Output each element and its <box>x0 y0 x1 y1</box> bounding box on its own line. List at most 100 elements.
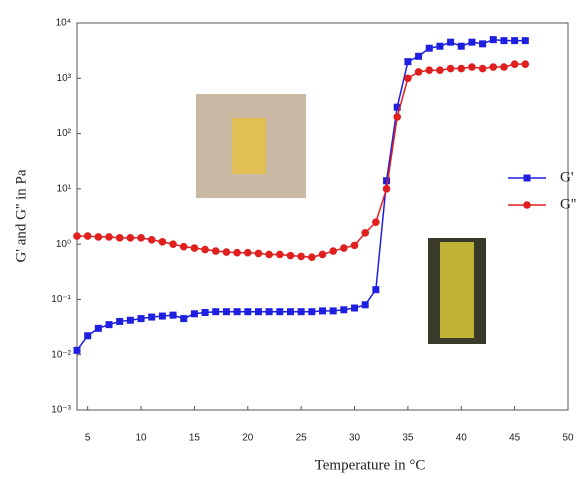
legend-marker <box>524 175 531 182</box>
marker <box>500 37 507 44</box>
legend-label: G' <box>560 169 574 185</box>
marker <box>212 308 219 315</box>
marker <box>468 63 476 71</box>
marker <box>468 39 475 46</box>
marker <box>287 252 295 260</box>
marker <box>84 332 91 339</box>
y-tick-label: 10² <box>57 128 72 139</box>
marker <box>276 251 284 259</box>
marker <box>244 249 252 257</box>
x-tick-label: 15 <box>189 433 201 444</box>
marker <box>383 177 390 184</box>
marker <box>159 313 166 320</box>
marker <box>383 185 391 193</box>
marker <box>522 60 530 68</box>
y-tick-label: 10⁰ <box>56 239 71 250</box>
marker <box>457 65 465 73</box>
vial <box>232 118 266 174</box>
chart: Temperature in °C G' and G'' in Pa 51015… <box>0 0 577 479</box>
marker <box>148 314 155 321</box>
marker <box>340 244 348 252</box>
marker <box>308 308 315 315</box>
marker <box>500 63 508 71</box>
marker <box>330 307 337 314</box>
marker <box>489 63 497 71</box>
marker <box>436 66 444 74</box>
marker <box>298 308 305 315</box>
marker <box>212 247 220 255</box>
marker <box>479 40 486 47</box>
marker <box>436 43 443 50</box>
marker <box>244 308 251 315</box>
marker <box>95 325 102 332</box>
marker <box>116 318 123 325</box>
marker <box>351 304 358 311</box>
y-tick-label: 10⁻¹ <box>51 294 71 305</box>
marker <box>362 301 369 308</box>
marker <box>233 249 241 257</box>
marker <box>223 308 230 315</box>
marker <box>201 246 209 254</box>
marker <box>522 37 529 44</box>
marker <box>479 65 487 73</box>
marker <box>169 240 177 248</box>
marker <box>95 233 103 241</box>
marker <box>372 218 380 226</box>
marker <box>511 60 519 68</box>
marker <box>490 36 497 43</box>
marker <box>148 236 156 244</box>
marker <box>415 53 422 60</box>
marker <box>404 58 411 65</box>
marker <box>105 233 113 241</box>
x-tick-label: 35 <box>402 433 414 444</box>
marker <box>137 234 145 242</box>
page: Temperature in °C G' and G'' in Pa 51015… <box>0 0 577 479</box>
marker <box>287 308 294 315</box>
x-tick-label: 30 <box>349 433 361 444</box>
y-tick-label: 10⁻³ <box>51 405 71 416</box>
marker <box>180 243 188 251</box>
marker <box>393 113 401 121</box>
marker <box>329 247 337 255</box>
marker <box>458 43 465 50</box>
marker <box>266 308 273 315</box>
marker <box>180 315 187 322</box>
marker <box>447 65 455 73</box>
x-axis-label: Temperature in °C <box>315 457 426 473</box>
marker <box>170 312 177 319</box>
marker <box>361 229 369 237</box>
marker <box>319 251 327 259</box>
marker <box>191 310 198 317</box>
marker <box>276 308 283 315</box>
y-tick-label: 10⁴ <box>56 18 71 29</box>
x-tick-label: 20 <box>242 433 254 444</box>
y-tick-label: 10⁻² <box>51 349 71 360</box>
marker <box>159 238 167 246</box>
marker <box>84 232 92 240</box>
marker <box>116 234 124 242</box>
y-axis-label: G' and G'' in Pa <box>13 169 29 262</box>
marker <box>511 37 518 44</box>
vial <box>440 242 474 338</box>
marker <box>372 286 379 293</box>
marker <box>426 45 433 52</box>
legend-marker <box>523 201 531 209</box>
marker <box>74 347 81 354</box>
x-tick-label: 5 <box>85 433 91 444</box>
y-tick-label: 10¹ <box>57 183 72 194</box>
x-tick-label: 45 <box>509 433 521 444</box>
plot-frame <box>77 23 568 410</box>
x-tick-label: 40 <box>456 433 468 444</box>
marker <box>319 307 326 314</box>
marker <box>223 248 231 256</box>
marker <box>127 234 135 242</box>
x-tick-label: 50 <box>562 433 574 444</box>
marker <box>447 39 454 46</box>
marker <box>297 253 305 261</box>
marker <box>351 242 359 250</box>
marker <box>255 250 263 258</box>
marker <box>404 74 412 82</box>
y-tick-label: 10³ <box>57 73 72 84</box>
legend-label: G'' <box>560 196 577 212</box>
marker <box>202 309 209 316</box>
